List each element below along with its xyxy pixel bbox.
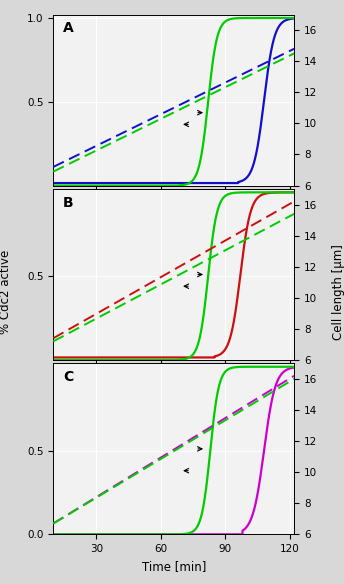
- Text: B: B: [63, 196, 74, 210]
- X-axis label: Time [min]: Time [min]: [141, 559, 206, 573]
- Text: % Cdc2 active: % Cdc2 active: [0, 250, 12, 334]
- Text: Cell length [μm]: Cell length [μm]: [332, 244, 344, 340]
- Text: C: C: [63, 370, 73, 384]
- Text: A: A: [63, 22, 74, 36]
